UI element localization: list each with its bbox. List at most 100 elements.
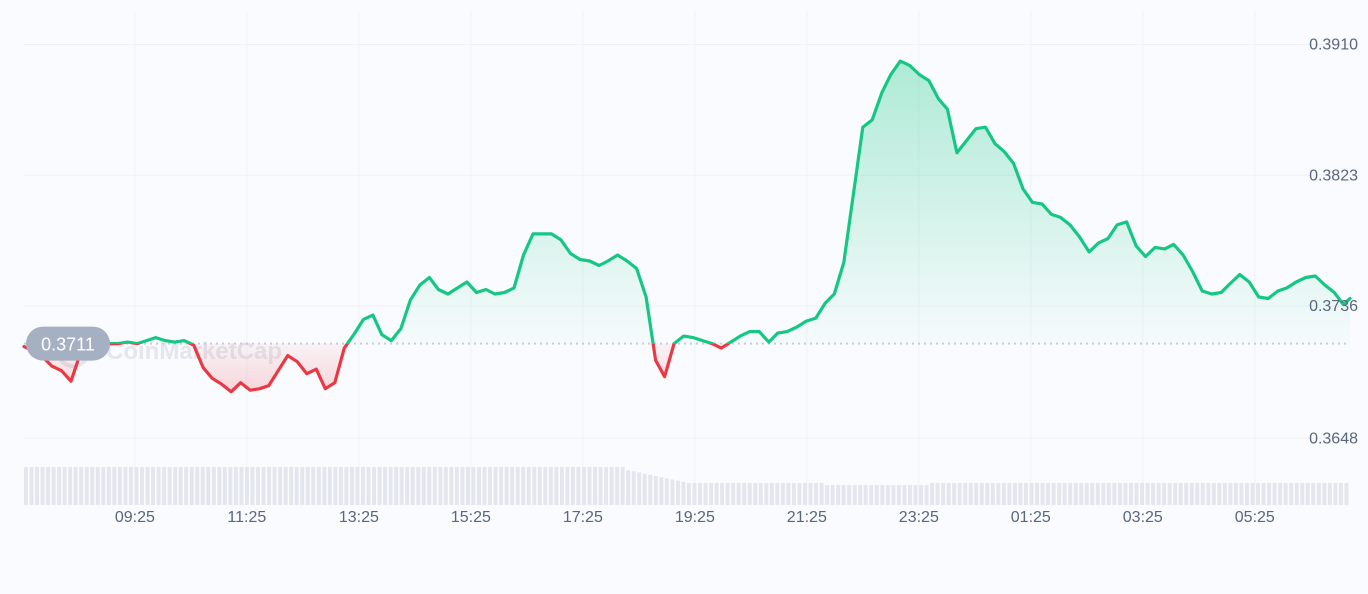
volume-bar	[1129, 483, 1133, 505]
volume-bar	[1256, 483, 1260, 505]
volume-bar	[195, 467, 200, 505]
volume-bar	[526, 467, 531, 505]
volume-bar	[1278, 483, 1283, 505]
volume-bar	[604, 467, 609, 505]
volume-bar	[272, 467, 277, 505]
volume-bar	[101, 467, 106, 505]
volume-bar	[714, 483, 719, 505]
volume-bar	[449, 467, 454, 505]
volume-bar	[366, 467, 371, 505]
volume-bar	[653, 476, 658, 505]
volume-bar	[974, 483, 979, 505]
volume-bar	[438, 467, 443, 505]
volume-bar	[1140, 483, 1144, 505]
volume-bar	[1151, 483, 1156, 505]
volume-bar	[504, 467, 509, 505]
volume-bar	[825, 485, 830, 505]
volume-bar	[593, 467, 597, 505]
x-tick-label: 17:25	[563, 509, 603, 526]
volume-bar	[1117, 483, 1122, 505]
volume-bar	[322, 467, 327, 505]
volume-bar	[1239, 483, 1244, 505]
volume-bar	[399, 467, 404, 505]
volume-bar	[443, 467, 448, 505]
volume-bar	[1018, 483, 1023, 505]
volume-bar	[151, 467, 155, 505]
volume-bar	[300, 467, 305, 505]
volume-bar	[880, 485, 885, 505]
volume-bar	[233, 467, 238, 505]
volume-bar	[930, 483, 935, 505]
volume-bar	[206, 467, 211, 505]
volume-bar	[698, 483, 702, 505]
volume-bar	[587, 467, 592, 505]
x-tick-label: 03:25	[1123, 509, 1163, 526]
volume-bar	[488, 467, 493, 505]
volume-bar	[576, 467, 581, 505]
volume-bar	[289, 467, 294, 505]
volume-bar	[1195, 483, 1200, 505]
volume-bar	[1112, 483, 1117, 505]
volume-bar	[427, 467, 432, 505]
volume-bar	[261, 467, 266, 505]
volume-bar	[990, 483, 995, 505]
price-line	[22, 59, 1352, 394]
volume-bar	[819, 483, 824, 505]
volume-bar	[769, 483, 774, 505]
volume-bar	[173, 467, 178, 505]
volume-bar	[1333, 483, 1338, 505]
volume-bar	[421, 467, 426, 505]
volume-bar	[222, 467, 227, 505]
volume-bar	[703, 483, 708, 505]
volume-bar	[140, 467, 144, 505]
volume-bar	[885, 485, 890, 505]
volume-bar	[200, 467, 205, 505]
volume-bar	[355, 467, 360, 505]
volume-bar	[471, 467, 476, 505]
volume-bar	[979, 483, 984, 505]
volume-bar	[725, 483, 730, 505]
volume-bar	[344, 467, 349, 505]
volume-bar	[134, 467, 139, 505]
volume-bar	[1106, 483, 1111, 505]
volume-bars	[24, 467, 1349, 505]
volume-bar	[1134, 483, 1139, 505]
x-tick-label: 13:25	[339, 509, 379, 526]
volume-bar	[1283, 483, 1288, 505]
x-tick-label: 23:25	[899, 509, 939, 526]
volume-bar	[648, 474, 653, 505]
volume-bar	[466, 467, 470, 505]
volume-bar	[117, 467, 122, 505]
open-price-label: 0.3711	[41, 335, 95, 355]
volume-bar	[228, 467, 233, 505]
x-axis: 09:25 11:25 13:25 15:25 17:25 19:25 21:25 23:25…	[115, 509, 1275, 526]
volume-bar	[631, 471, 636, 505]
volume-bar	[582, 467, 586, 505]
volume-bar	[1178, 483, 1183, 505]
volume-bar	[239, 467, 244, 505]
volume-bar	[283, 467, 288, 505]
volume-bar	[1211, 483, 1216, 505]
price-area	[24, 61, 1350, 392]
volume-bar	[1189, 483, 1194, 505]
volume-bar	[1012, 483, 1017, 505]
volume-bar	[1272, 483, 1277, 505]
volume-bar	[510, 467, 515, 505]
volume-bar	[167, 467, 172, 505]
volume-bar	[1051, 483, 1056, 505]
volume-bar	[499, 467, 504, 505]
volume-bar	[57, 467, 62, 505]
volume-bar	[1079, 483, 1084, 505]
volume-bar	[659, 477, 664, 505]
volume-bar	[946, 483, 951, 505]
volume-bar	[620, 467, 625, 505]
volume-bar	[432, 467, 437, 505]
volume-bar	[830, 485, 835, 505]
volume-bar	[775, 483, 780, 505]
volume-bar	[615, 467, 620, 505]
volume-bar	[1156, 483, 1161, 505]
volume-bar	[803, 483, 807, 505]
volume-bar	[908, 485, 912, 505]
volume-bar	[311, 467, 316, 505]
volume-bar	[333, 467, 338, 505]
